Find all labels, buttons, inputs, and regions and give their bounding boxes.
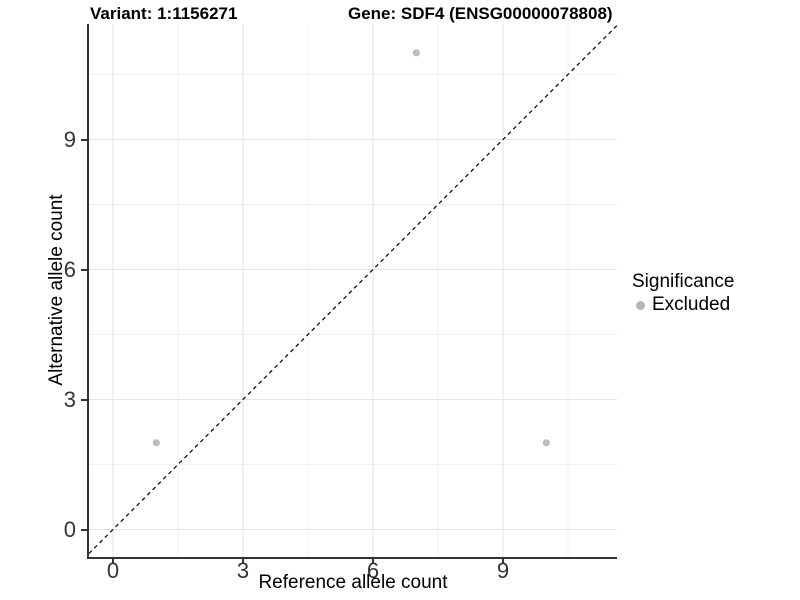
- x-axis-title: Reference allele count: [258, 572, 448, 593]
- x-tick-mark: [501, 559, 504, 564]
- plot-area-svg: [89, 24, 617, 557]
- data-point: [152, 439, 160, 447]
- plot-title-variant: Variant: 1:1156271: [90, 4, 238, 23]
- x-tick-label: 0: [106, 558, 120, 583]
- legend: Significance Excluded: [632, 271, 734, 316]
- legend-title: Significance: [632, 271, 735, 292]
- data-point: [412, 49, 420, 57]
- y-tick-mark: [81, 138, 87, 141]
- plot-title-gene: Gene: SDF4 (ENSG00000078808): [348, 4, 613, 23]
- legend-entry-excluded: Excluded: [632, 294, 734, 316]
- plot-panel: [87, 24, 617, 559]
- x-tick-label: 3: [236, 558, 250, 583]
- data-point: [542, 439, 550, 447]
- y-tick-label: 9: [63, 126, 76, 152]
- x-tick-label: 9: [496, 558, 510, 583]
- identity-line: [89, 25, 617, 554]
- y-tick-label: 6: [63, 256, 76, 282]
- x-tick-mark: [371, 559, 374, 564]
- y-tick-mark: [81, 398, 87, 401]
- x-tick-mark: [112, 559, 114, 564]
- y-tick-label: 3: [63, 386, 76, 412]
- y-tick-mark: [81, 528, 87, 531]
- x-tick-label: 6: [366, 558, 380, 583]
- y-axis-title: Alternative allele count: [46, 194, 67, 386]
- excluded-point-icon: [636, 300, 645, 310]
- legend-entry-label: Excluded: [652, 294, 731, 315]
- x-tick-mark: [241, 559, 244, 564]
- y-tick-mark: [81, 268, 87, 271]
- y-tick-label: 0: [63, 516, 76, 542]
